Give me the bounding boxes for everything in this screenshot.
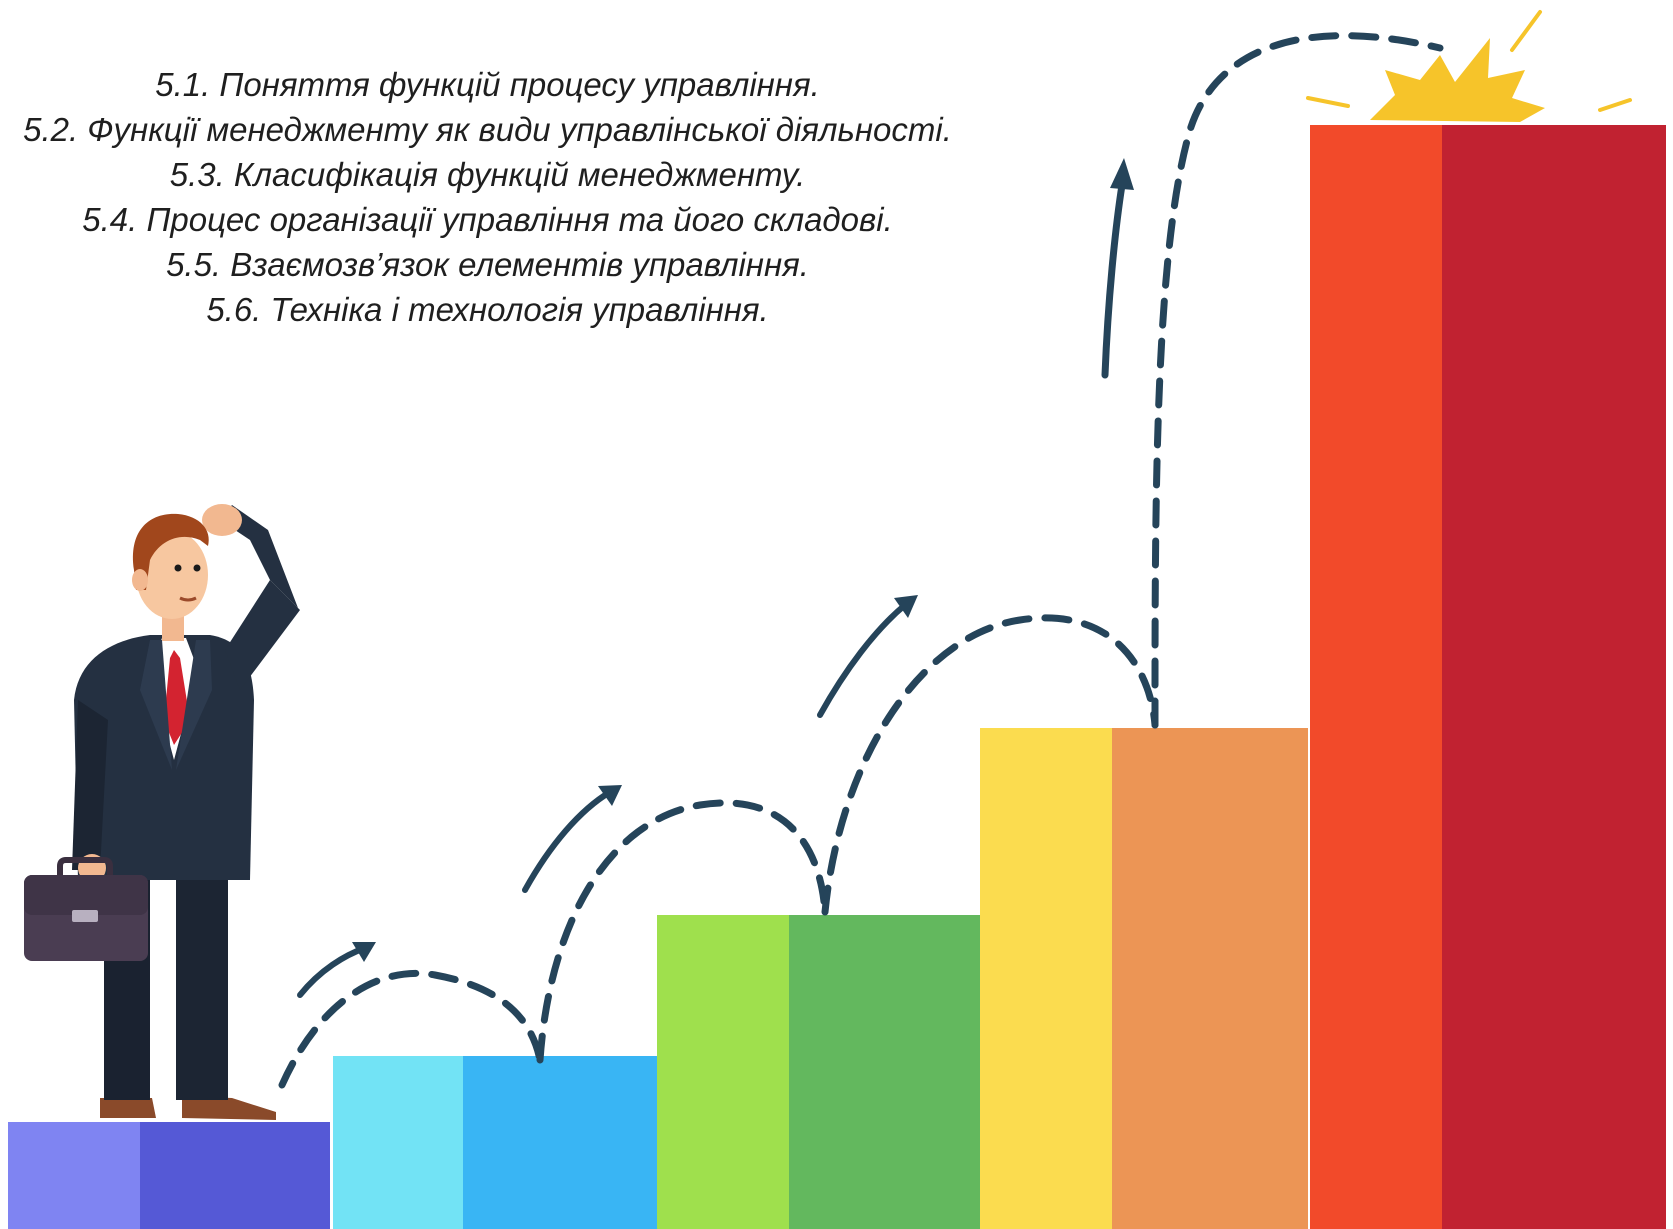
step-2: [333, 1056, 657, 1229]
dashed-path-2: [536, 799, 829, 1064]
left-shoe: [100, 1098, 156, 1118]
topic-item-5-4: 5.4. Процес організації управління та йо…: [82, 201, 893, 238]
arrow-1-icon: [297, 945, 368, 998]
burst-icon: [1306, 10, 1632, 122]
topic-item-5-6: 5.6. Техніка і технологія управління.: [206, 291, 769, 328]
arrow-3-icon: [817, 602, 908, 718]
step-5: [1310, 125, 1666, 1229]
dashed-path-1: [278, 969, 544, 1089]
step-1: [8, 1122, 330, 1229]
arrow-2-icon: [522, 789, 613, 893]
step-4: [980, 728, 1308, 1229]
right-shoe: [182, 1096, 276, 1120]
topic-item-5-3: 5.3. Класифікація функцій менеджменту.: [169, 156, 806, 193]
steps: [8, 125, 1666, 1229]
topic-list: 5.1. Поняття функцій процесу управління.…: [0, 62, 1065, 332]
briefcase-icon: [24, 857, 148, 961]
businessman-figure: [72, 504, 300, 1120]
step-3: [657, 915, 980, 1229]
dashed-path-4: [1151, 32, 1444, 729]
dashed-path-3: [821, 614, 1159, 916]
jump-arrows: [278, 32, 1444, 1089]
topic-item-5-1: 5.1. Поняття функцій процесу управління.: [155, 66, 820, 103]
topic-item-5-2: 5.2. Функції менеджменту як види управлі…: [23, 111, 952, 148]
topic-item-5-5: 5.5. Взаємозв’язок елементів управління.: [166, 246, 809, 283]
arrow-4-icon: [1101, 181, 1126, 379]
